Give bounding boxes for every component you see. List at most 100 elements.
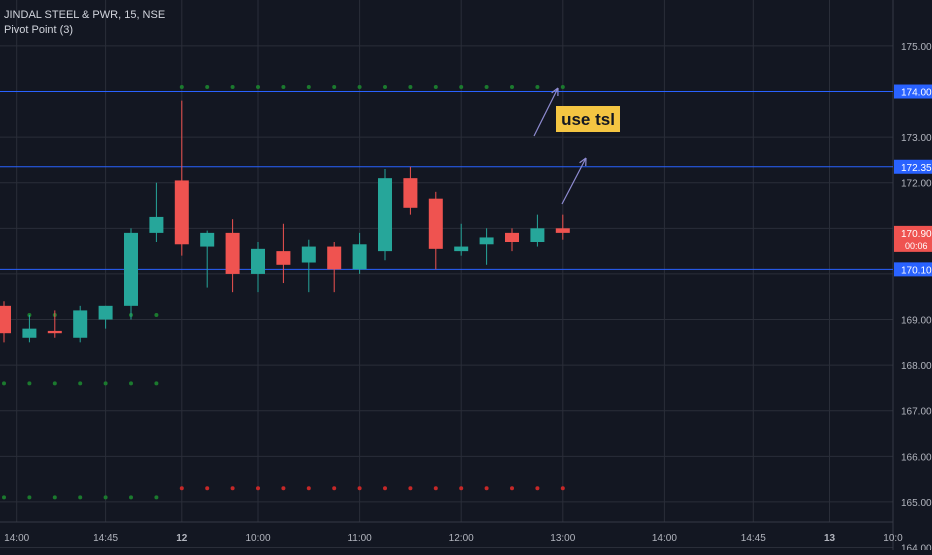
price-tick-label: 169.00	[901, 316, 932, 327]
pivot-dot	[104, 381, 108, 385]
candle-body[interactable]	[149, 217, 163, 233]
pivot-dot	[561, 85, 565, 89]
candle-body[interactable]	[429, 199, 443, 249]
pivot-dot	[408, 486, 412, 490]
pivot-dot	[434, 486, 438, 490]
price-tick-label: 166.00	[901, 452, 932, 463]
pivot-dot	[535, 85, 539, 89]
price-tick-label: 168.00	[901, 361, 932, 372]
time-tick-label: 14:00	[652, 533, 677, 544]
pivot-dot	[358, 85, 362, 89]
price-tick-label: 175.00	[901, 42, 932, 53]
pivot-dot	[180, 85, 184, 89]
price-tick-label: 165.00	[901, 498, 932, 509]
pivot-dot	[535, 486, 539, 490]
candle-body[interactable]	[0, 306, 11, 333]
symbol-title[interactable]: JINDAL STEEL & PWR, 15, NSE	[4, 8, 165, 23]
candle-body[interactable]	[251, 249, 265, 274]
line-price-tag-label: 172.35	[901, 163, 932, 174]
pivot-dot	[2, 495, 6, 499]
pivot-dot	[332, 486, 336, 490]
pivot-dot	[205, 486, 209, 490]
pivot-dot	[408, 85, 412, 89]
time-tick-label: 13:00	[550, 533, 575, 544]
pivot-dot	[485, 85, 489, 89]
price-tick-label: 173.00	[901, 133, 932, 144]
pivot-dot	[205, 85, 209, 89]
candle-body[interactable]	[226, 233, 240, 274]
pivot-dot	[510, 486, 514, 490]
time-tick-label: 12	[176, 533, 188, 544]
pivot-dot	[281, 85, 285, 89]
pivot-dot	[561, 486, 565, 490]
pivot-dot	[78, 381, 82, 385]
last-price-label: 170.90	[901, 229, 932, 240]
bar-countdown-label: 00:06	[905, 241, 928, 251]
candle-body[interactable]	[302, 247, 316, 263]
time-tick-label: 14:45	[93, 533, 118, 544]
pivot-dot	[332, 85, 336, 89]
time-tick-label: 14:00	[4, 533, 29, 544]
time-tick-label: 10:0	[883, 533, 903, 544]
pivot-dot	[231, 486, 235, 490]
pivot-dot	[154, 381, 158, 385]
candle-body[interactable]	[353, 244, 367, 269]
candle-body[interactable]	[175, 180, 189, 244]
pivot-dot	[358, 486, 362, 490]
pivot-dot	[154, 313, 158, 317]
candle-body[interactable]	[124, 233, 138, 306]
pivot-dot	[154, 495, 158, 499]
pivot-dot	[256, 85, 260, 89]
pivot-dot	[485, 486, 489, 490]
price-tick-label: 172.00	[901, 179, 932, 190]
time-tick-label: 14:45	[741, 533, 766, 544]
pivot-dot	[104, 495, 108, 499]
pivot-dot	[510, 85, 514, 89]
candle-body[interactable]	[378, 178, 392, 251]
pivot-dot	[27, 495, 31, 499]
candle-body[interactable]	[22, 329, 36, 338]
pivot-dot	[434, 85, 438, 89]
candle-body[interactable]	[530, 228, 544, 242]
pivot-dot	[307, 486, 311, 490]
pivot-dot	[129, 495, 133, 499]
indicator-title[interactable]: Pivot Point (3)	[4, 23, 165, 38]
chart-legend: JINDAL STEEL & PWR, 15, NSE Pivot Point …	[4, 8, 165, 38]
pivot-dot	[53, 381, 57, 385]
candle-body[interactable]	[454, 247, 468, 252]
candle-body[interactable]	[505, 233, 519, 242]
pivot-dot	[53, 495, 57, 499]
candle-body[interactable]	[73, 310, 87, 337]
pivot-dot	[459, 486, 463, 490]
line-price-tag-label: 170.10	[901, 265, 932, 276]
candle-body[interactable]	[327, 247, 341, 270]
annotation-label[interactable]: use tsl	[561, 110, 615, 129]
pivot-dot	[459, 85, 463, 89]
line-price-tag-label: 174.00	[901, 88, 932, 99]
pivot-dot	[383, 486, 387, 490]
time-tick-label: 12:00	[449, 533, 474, 544]
candle-body[interactable]	[276, 251, 290, 265]
pivot-dot	[180, 486, 184, 490]
candle-body[interactable]	[48, 331, 62, 333]
pivot-dot	[231, 85, 235, 89]
pivot-dot	[78, 495, 82, 499]
pivot-dot	[281, 486, 285, 490]
price-tick-label: 164.00	[901, 544, 932, 550]
candle-body[interactable]	[99, 306, 113, 320]
candle-body[interactable]	[556, 228, 570, 233]
time-tick-label: 13	[824, 533, 836, 544]
price-tick-label: 167.00	[901, 407, 932, 418]
pivot-dot	[27, 381, 31, 385]
pivot-dot	[383, 85, 387, 89]
candle-body[interactable]	[403, 178, 417, 208]
time-tick-label: 10:00	[245, 533, 270, 544]
candle-body[interactable]	[480, 237, 494, 244]
candle-body[interactable]	[200, 233, 214, 247]
pivot-dot	[129, 381, 133, 385]
pivot-dot	[2, 381, 6, 385]
pivot-dot	[307, 85, 311, 89]
